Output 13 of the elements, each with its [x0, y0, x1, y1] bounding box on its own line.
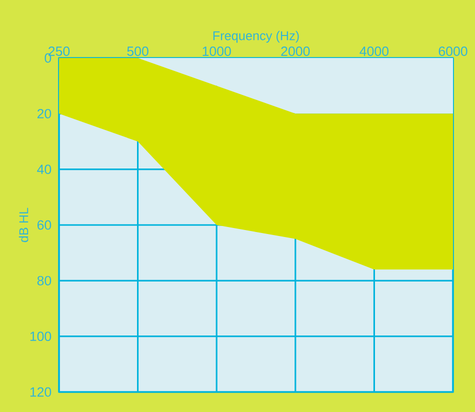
x-tick-label: 1000	[202, 46, 231, 56]
y-axis-title: dB HL	[18, 208, 28, 242]
y-tick-label: 80	[37, 276, 52, 286]
x-axis-title: Frequency (Hz)	[213, 30, 299, 43]
x-tick-label: 500	[127, 46, 148, 56]
x-tick-label: 4000	[360, 46, 389, 56]
y-tick-label: 40	[37, 164, 52, 174]
y-tick-label: 120	[30, 387, 52, 397]
y-tick-label: 60	[37, 220, 52, 230]
y-tick-label: 100	[30, 332, 52, 342]
x-tick-label: 6000	[438, 46, 468, 56]
x-tick-label: 2000	[281, 46, 310, 56]
y-tick-label: 20	[37, 108, 52, 118]
